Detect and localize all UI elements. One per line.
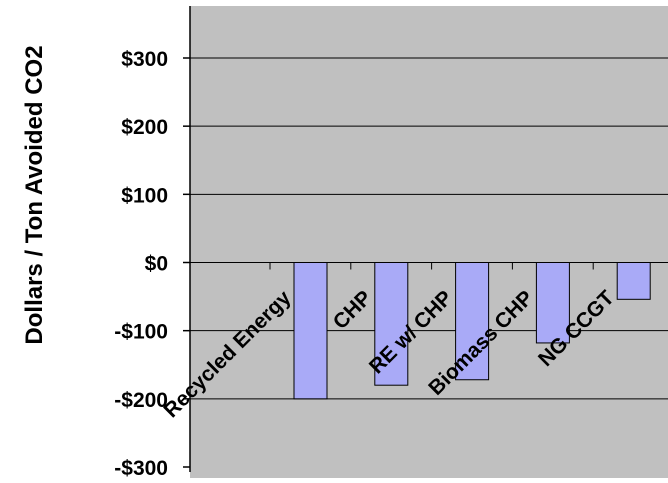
y-tick-label: $200 xyxy=(121,116,168,139)
y-tick-label: $0 xyxy=(145,253,168,276)
y-tick-label: -$100 xyxy=(114,321,168,344)
bar xyxy=(535,262,570,344)
y-tick-label: $300 xyxy=(121,48,168,71)
bar xyxy=(455,262,490,381)
y-tick-label: -$300 xyxy=(114,457,168,480)
y-tick-label: -$200 xyxy=(114,389,168,412)
y-tick-labels: $300 $200 $100 $0 -$100 -$200 -$300 xyxy=(114,48,168,480)
axes xyxy=(183,6,594,472)
bar xyxy=(374,262,409,386)
bar xyxy=(616,262,651,300)
bar xyxy=(293,262,328,400)
bars xyxy=(293,262,651,400)
y-axis-label: Dollars / Ton Avoided CO2 xyxy=(21,45,48,344)
plot-area xyxy=(190,6,668,478)
y-tick-label: $100 xyxy=(121,184,168,207)
